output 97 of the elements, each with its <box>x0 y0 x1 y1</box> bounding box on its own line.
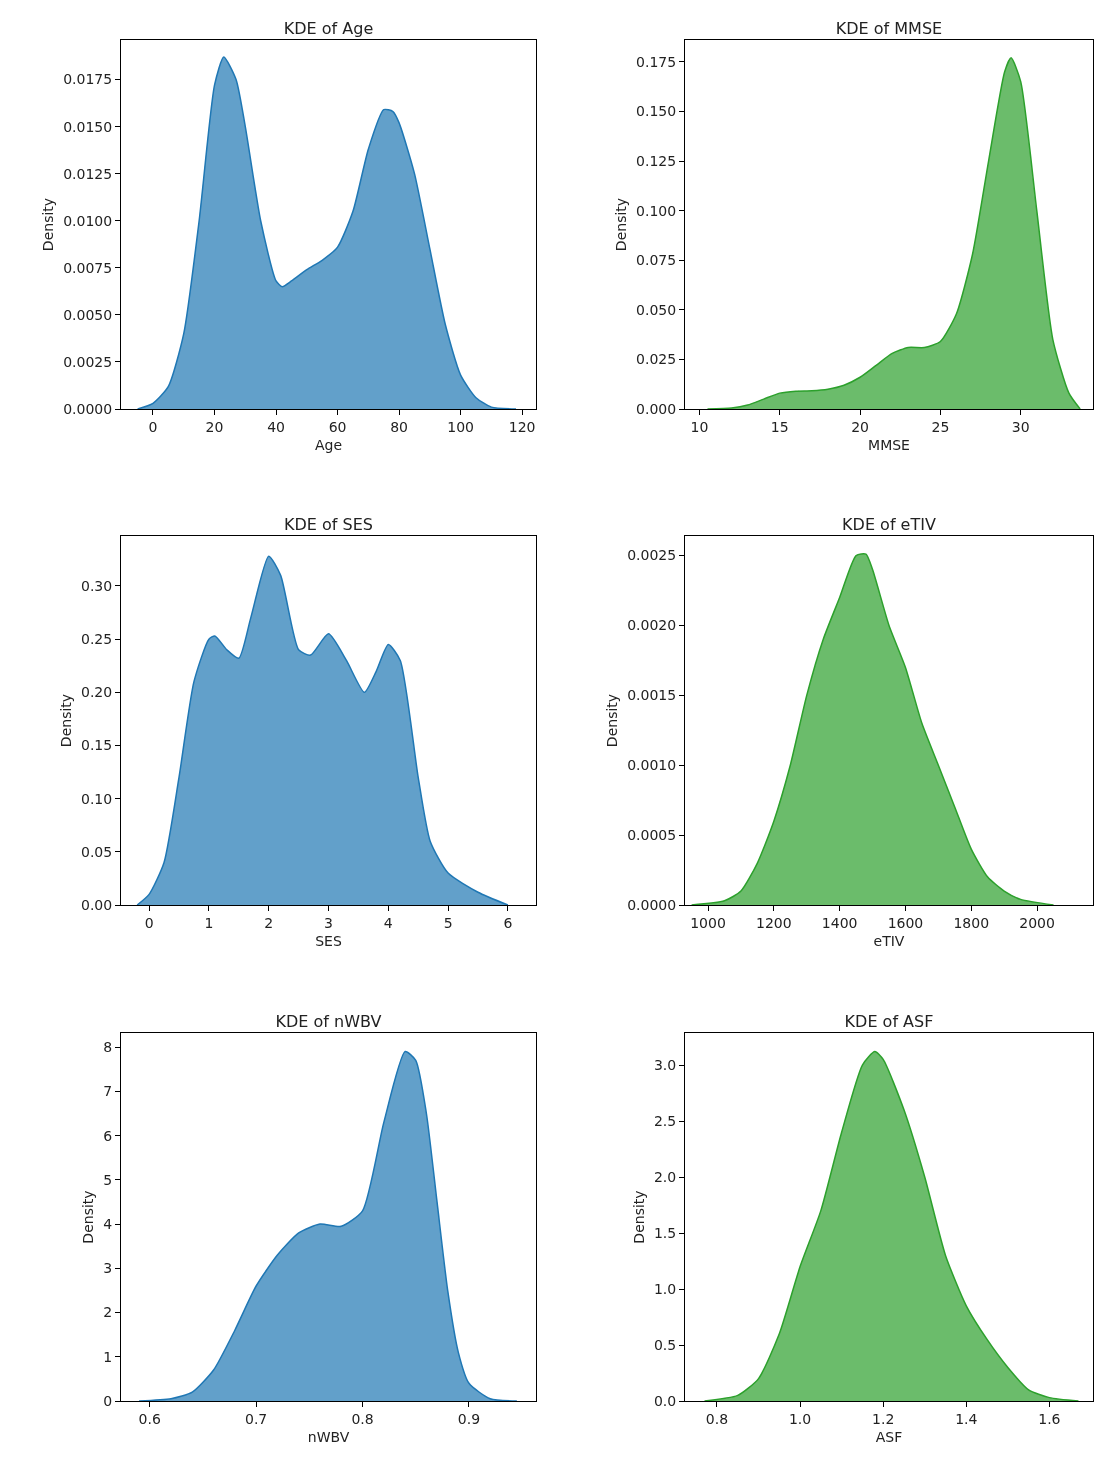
y-tick-label: 1.5 <box>653 1225 677 1242</box>
x-axis-title: ASF <box>875 1429 903 1446</box>
x-tick-label: 1 <box>204 914 214 931</box>
y-tick-label: 0.0075 <box>63 259 113 276</box>
x-tick-label: 25 <box>931 418 950 435</box>
y-axis-title: Density <box>603 693 620 747</box>
y-tick-label: 2.0 <box>653 1169 677 1186</box>
chart-title: KDE of MMSE <box>835 19 943 38</box>
y-tick-label: 1 <box>103 1349 113 1366</box>
x-tick-label: 6 <box>503 914 513 931</box>
x-tick-label: 100 <box>447 418 474 435</box>
chart-title: KDE of nWBV <box>275 1012 382 1032</box>
x-axis-title: SES <box>315 932 342 949</box>
y-tick-label: 6 <box>103 1127 113 1144</box>
y-tick-label: 3.0 <box>653 1057 677 1074</box>
y-tick-label: 0.0 <box>653 1393 677 1410</box>
y-tick-label: 0.0100 <box>63 212 113 229</box>
y-axis-title: Density <box>39 197 56 252</box>
y-tick-label: 1.0 <box>653 1281 677 1298</box>
y-axis-title: Density <box>630 1190 647 1245</box>
x-tick-label: 2000 <box>1019 914 1055 931</box>
chart-title: KDE of eTIV <box>842 514 936 534</box>
x-tick-label: 10 <box>690 418 709 435</box>
x-tick-label: 1.2 <box>872 1411 895 1428</box>
x-axis-title: MMSE <box>868 437 910 454</box>
x-tick-label: 1000 <box>690 914 726 931</box>
chart-title: KDE of ASF <box>844 1012 934 1032</box>
x-tick-label: 0 <box>148 418 158 435</box>
y-tick-label: 2.5 <box>653 1113 677 1130</box>
x-tick-label: 120 <box>508 418 536 435</box>
y-tick-label: 0.05 <box>81 843 113 860</box>
y-tick-label: 0.0150 <box>63 118 113 135</box>
y-axis-title: Density <box>612 197 629 252</box>
y-tick-label: 0.0125 <box>63 165 113 182</box>
y-axis-title: Density <box>57 693 74 747</box>
x-tick-label: 1800 <box>953 914 990 931</box>
y-tick-label: 2 <box>103 1304 113 1321</box>
chart-title: KDE of Age <box>283 19 374 38</box>
x-axis-title: nWBV <box>307 1429 350 1446</box>
y-tick-label: 0.0025 <box>63 353 113 370</box>
x-tick-label: 4 <box>383 914 393 931</box>
y-tick-label: 0.30 <box>81 577 113 594</box>
y-tick-label: 0.175 <box>636 53 677 70</box>
x-tick-label: 0.8 <box>705 1411 729 1428</box>
x-tick-label: 1.6 <box>1038 1411 1061 1428</box>
x-tick-label: 1.0 <box>788 1411 812 1428</box>
y-tick-label: 0.050 <box>636 301 677 318</box>
y-tick-label: 0.025 <box>636 351 677 368</box>
y-tick-label: 0.10 <box>81 790 113 807</box>
chart-title: KDE of SES <box>284 514 373 534</box>
y-tick-label: 0.000 <box>636 400 677 417</box>
y-tick-label: 0.125 <box>636 152 677 169</box>
x-tick-label: 5 <box>443 914 453 931</box>
y-tick-label: 8 <box>103 1039 113 1056</box>
x-tick-label: 15 <box>770 418 789 435</box>
y-tick-label: 0.0010 <box>627 756 677 773</box>
y-tick-label: 0 <box>103 1393 113 1410</box>
x-tick-label: 20 <box>205 418 224 435</box>
x-tick-label: 0.8 <box>351 1411 374 1428</box>
y-tick-label: 0.075 <box>636 252 677 269</box>
x-tick-label: 0.9 <box>457 1411 481 1428</box>
y-tick-label: 0.0005 <box>627 826 677 843</box>
x-tick-label: 0 <box>144 914 154 931</box>
y-tick-label: 3 <box>103 1260 113 1277</box>
x-tick-label: 30 <box>1011 418 1030 435</box>
y-tick-label: 0.0175 <box>63 71 113 88</box>
x-tick-label: 1400 <box>821 914 858 931</box>
x-tick-label: 80 <box>390 418 409 435</box>
y-tick-label: 0.0020 <box>627 617 677 634</box>
x-tick-label: 2 <box>264 914 274 931</box>
y-tick-label: 0.25 <box>81 630 113 647</box>
x-tick-label: 1200 <box>756 914 792 931</box>
x-tick-label: 1600 <box>887 914 924 931</box>
y-axis-title: Density <box>79 1190 96 1245</box>
x-axis-title: eTIV <box>873 932 905 949</box>
y-tick-label: 0.00 <box>81 896 113 913</box>
y-tick-label: 0.0050 <box>63 306 113 323</box>
y-tick-label: 0.5 <box>653 1337 677 1354</box>
y-tick-label: 4 <box>103 1216 113 1233</box>
y-tick-label: 7 <box>103 1083 113 1100</box>
y-tick-label: 5 <box>103 1172 113 1189</box>
y-tick-label: 0.0000 <box>627 896 677 913</box>
x-tick-label: 0.7 <box>245 1411 268 1428</box>
x-tick-label: 3 <box>324 914 333 931</box>
x-tick-label: 0.6 <box>138 1411 161 1428</box>
y-tick-label: 0.0015 <box>627 686 677 703</box>
x-axis-title: Age <box>314 437 343 454</box>
x-tick-label: 60 <box>328 418 347 435</box>
y-tick-label: 0.15 <box>81 737 113 754</box>
y-tick-label: 0.100 <box>636 202 677 219</box>
x-tick-label: 1.4 <box>955 1411 978 1428</box>
x-tick-label: 20 <box>851 418 869 435</box>
y-tick-label: 0.20 <box>81 683 113 700</box>
y-tick-label: 0.150 <box>636 103 677 120</box>
x-tick-label: 40 <box>267 418 285 435</box>
y-tick-label: 0.0000 <box>63 400 113 417</box>
y-tick-label: 0.0025 <box>627 547 677 564</box>
